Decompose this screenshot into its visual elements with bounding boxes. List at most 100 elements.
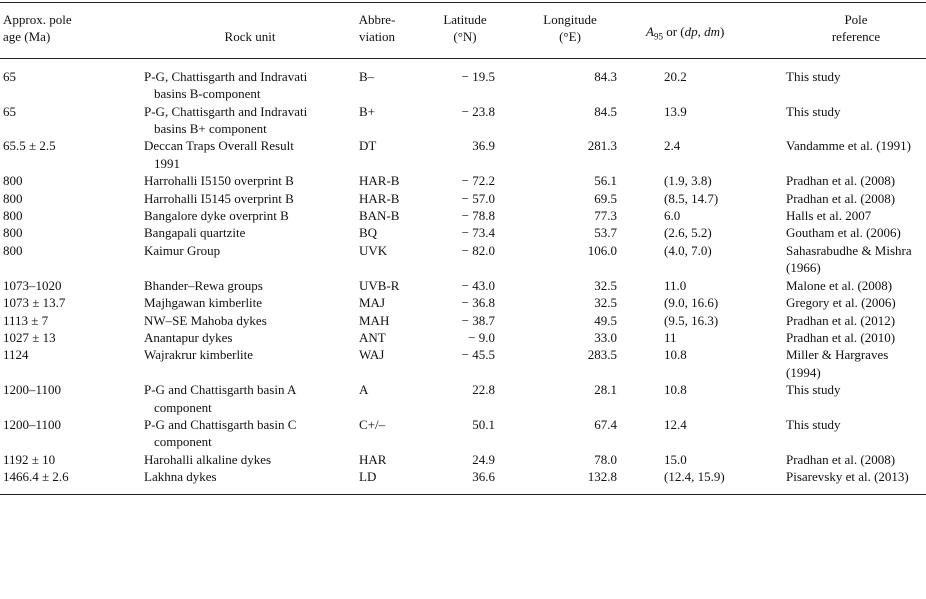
- header-cell: Longitude (°E): [500, 3, 620, 59]
- abbreviation-cell: ANT: [359, 329, 386, 345]
- header-cell: Pole reference: [783, 3, 926, 59]
- header-text: dm: [704, 23, 721, 39]
- abbreviation-cell: MAJ: [359, 295, 386, 311]
- header-text: Pole: [844, 12, 868, 27]
- header-text: ,: [697, 23, 705, 39]
- cell-text: Anantapur dykes: [144, 329, 233, 345]
- header-text: 95: [653, 31, 663, 42]
- header-text: Rock unit: [224, 29, 276, 45]
- latitude-cell: − 82.0: [461, 242, 495, 258]
- longitude-cell: 84.5: [594, 103, 617, 119]
- header-text: Latitude: [443, 12, 487, 27]
- cell-text: P-G, Chattisgarth and Indravati basins B…: [144, 68, 308, 102]
- a95-cell: 20.2: [664, 68, 687, 84]
- a95-cell: (1.9, 3.8): [664, 173, 712, 189]
- table-row: 1073–1020 Bhander–Rewa groups UVB-R − 43.0 3…: [0, 277, 926, 294]
- table-row: 1466.4 ± 2.6 Lakhna dykes LD 36.6 132.8 (12.4…: [0, 468, 926, 494]
- reference-cell: Halls et al. 2007: [786, 208, 872, 224]
- cell-text: Bangapali quartzite: [144, 225, 246, 241]
- rock-unit-cell: Bangapali quartzite: [144, 224, 356, 241]
- cell-text: P-G, Chattisgarth and Indravati basins B…: [144, 103, 308, 137]
- latitude-cell: 50.1: [472, 416, 495, 432]
- abbreviation-cell: BAN-B: [359, 208, 400, 224]
- cell-text: Bangalore dyke overprint B: [144, 208, 289, 224]
- rock-unit-cell: Majhgawan kimberlite: [144, 294, 356, 311]
- longitude-cell: 69.5: [594, 190, 617, 206]
- header-text: Longitude: [543, 12, 597, 27]
- reference-cell: Miller & Hargraves (1994): [786, 347, 889, 380]
- age-cell: 1200–1100: [3, 416, 62, 432]
- reference-cell: Goutham et al. (2006): [786, 225, 901, 241]
- cell-text: Harohalli alkaline dykes: [144, 451, 272, 467]
- abbreviation-cell: WAJ: [359, 347, 385, 363]
- latitude-cell: − 38.7: [461, 312, 495, 328]
- age-cell: 1466.4 ± 2.6: [3, 469, 69, 485]
- longitude-cell: 283.5: [587, 347, 617, 363]
- latitude-cell: 36.6: [472, 469, 495, 485]
- latitude-cell: − 43.0: [461, 277, 495, 293]
- latitude-cell: 22.8: [472, 382, 495, 398]
- latitude-cell: − 45.5: [461, 347, 495, 363]
- a95-cell: 10.8: [664, 382, 687, 398]
- reference-cell: This study: [786, 416, 841, 432]
- age-cell: 1027 ± 13: [3, 329, 56, 345]
- latitude-cell: − 19.5: [461, 68, 495, 84]
- cell-text: Lakhna dykes: [144, 469, 217, 485]
- abbreviation-cell: B+: [359, 103, 376, 119]
- reference-cell: This study: [786, 68, 841, 84]
- rock-unit-cell: Kaimur Group: [144, 242, 356, 277]
- abbreviation-cell: HAR: [359, 451, 387, 467]
- latitude-cell: − 9.0: [468, 329, 495, 345]
- table-row: 65.5 ± 2.5 Deccan Traps Overall Result 19…: [0, 137, 926, 172]
- a95-cell: 2.4: [664, 138, 681, 154]
- reference-cell: Pradhan et al. (2010): [786, 329, 896, 345]
- a95-cell: (4.0, 7.0): [664, 242, 712, 258]
- age-cell: 800: [3, 190, 23, 206]
- table-row: 800 Kaimur Group UVK − 82.0 106.0 (4.0, 7.0) S…: [0, 242, 926, 277]
- a95-cell: 12.4: [664, 416, 687, 432]
- longitude-cell: 132.8: [587, 469, 617, 485]
- longitude-cell: 32.5: [594, 295, 617, 311]
- header-cell: Latitude (°N): [420, 3, 500, 59]
- reference-cell: This study: [786, 103, 841, 119]
- rock-unit-cell: Deccan Traps Overall Result 1991: [144, 137, 356, 172]
- reference-cell: Malone et al. (2008): [786, 277, 893, 293]
- rock-unit-cell: Bhander–Rewa groups: [144, 277, 356, 294]
- header-text: or (: [662, 23, 685, 39]
- reference-cell: Pradhan et al. (2012): [786, 312, 896, 328]
- age-cell: 800: [3, 242, 23, 258]
- latitude-cell: − 73.4: [461, 225, 495, 241]
- rock-unit-cell: P-G and Chattisgarth basin A component: [144, 381, 356, 416]
- table-row: 65 P-G, Chattisgarth and Indravati basins…: [0, 103, 926, 138]
- abbreviation-cell: MAH: [359, 312, 390, 328]
- abbreviation-cell: UVB-R: [359, 277, 400, 293]
- abbreviation-cell: A: [359, 382, 369, 398]
- age-cell: 1192 ± 10: [3, 451, 56, 467]
- header-text: (°N): [453, 29, 477, 45]
- reference-cell: Sahasrabudhe & Mishra (1966): [786, 242, 912, 276]
- age-cell: 800: [3, 173, 23, 189]
- latitude-cell: 24.9: [472, 451, 495, 467]
- table-row: 1200–1100 P-G and Chattisgarth basin C co…: [0, 416, 926, 451]
- header-cell: A95 or (dp, dm): [620, 3, 783, 59]
- longitude-cell: 49.5: [594, 312, 617, 328]
- reference-cell: Pradhan et al. (2008): [786, 190, 896, 206]
- abbreviation-cell: DT: [359, 138, 377, 154]
- table-row: 800 Harrohalli I5145 overprint B HAR-B − 57…: [0, 190, 926, 207]
- longitude-cell: 53.7: [594, 225, 617, 241]
- header-cell: Rock unit: [144, 3, 356, 59]
- a95-cell: (9.0, 16.6): [664, 295, 719, 311]
- rock-unit-cell: P-G and Chattisgarth basin C component: [144, 416, 356, 451]
- abbreviation-cell: UVK: [359, 242, 388, 258]
- latitude-cell: − 72.2: [461, 173, 495, 189]
- abbreviation-cell: BQ: [359, 225, 378, 241]
- age-cell: 1113 ± 7: [3, 312, 49, 328]
- rock-unit-cell: Bangalore dyke overprint B: [144, 207, 356, 224]
- a95-cell: 13.9: [664, 103, 687, 119]
- cell-text: Harrohalli I5145 overprint B: [144, 190, 294, 206]
- age-cell: 1200–1100: [3, 382, 62, 398]
- header-text: age (Ma): [3, 29, 51, 45]
- rock-unit-cell: Lakhna dykes: [144, 468, 356, 494]
- longitude-cell: 33.0: [594, 329, 617, 345]
- reference-cell: Pradhan et al. (2008): [786, 451, 896, 467]
